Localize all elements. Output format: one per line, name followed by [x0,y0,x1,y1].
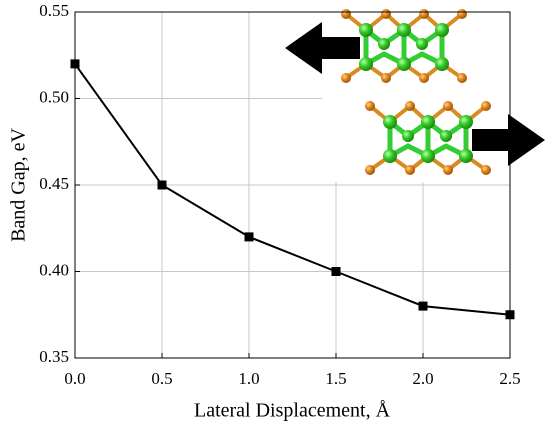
data-marker [244,232,254,242]
y-axis-label: Band Gap, eV [8,128,30,242]
arrow-right [472,114,545,166]
y-tick-label: 0.55 [39,1,69,20]
y-tick-label: 0.40 [39,260,69,279]
y-tick-label: 0.35 [39,347,69,366]
y-tick-label: 0.50 [39,87,69,106]
x-tick-label: 1.5 [325,369,346,388]
inset-illustration [285,0,550,182]
x-tick-label: 0.5 [151,369,172,388]
data-marker [70,59,80,69]
x-tick-label: 2.5 [499,369,520,388]
x-tick-label: 0.0 [64,369,85,388]
x-tick-label: 1.0 [238,369,259,388]
data-marker [505,310,515,320]
x-axis-label: Lateral Displacement, Å [194,400,391,422]
data-line [74,63,511,316]
data-marker [331,267,341,276]
x-tick-label: 2.0 [412,369,433,388]
data-marker [418,301,428,311]
arrow-left [285,22,360,74]
y-tick-label: 0.45 [39,174,69,193]
data-marker [157,180,167,190]
